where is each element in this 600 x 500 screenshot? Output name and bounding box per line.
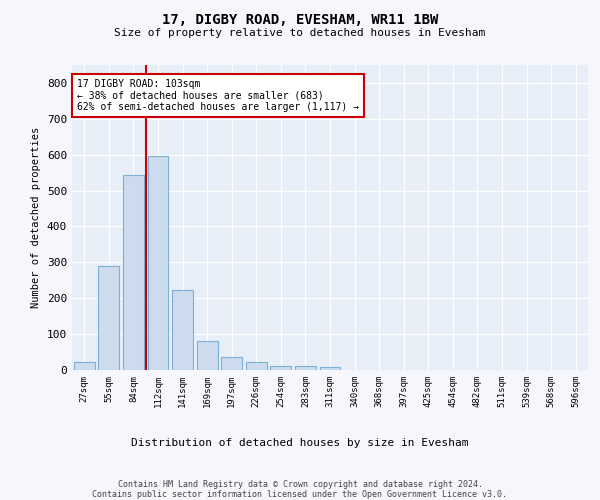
Text: Distribution of detached houses by size in Evesham: Distribution of detached houses by size … [131,438,469,448]
Bar [123,175,144,370]
Bar [74,362,95,370]
Text: 17 DIGBY ROAD: 103sqm
← 38% of detached houses are smaller (683)
62% of semi-det: 17 DIGBY ROAD: 103sqm ← 38% of detached … [77,78,359,112]
Bar [221,358,242,370]
Text: Size of property relative to detached houses in Evesham: Size of property relative to detached ho… [115,28,485,38]
Bar [98,266,119,370]
Bar [197,342,218,370]
Text: 17, DIGBY ROAD, EVESHAM, WR11 1BW: 17, DIGBY ROAD, EVESHAM, WR11 1BW [162,12,438,26]
Bar [172,290,193,370]
Y-axis label: Number of detached properties: Number of detached properties [31,127,41,308]
Bar [295,366,316,370]
Bar [148,156,169,370]
Bar [246,362,267,370]
Text: Contains HM Land Registry data © Crown copyright and database right 2024.
Contai: Contains HM Land Registry data © Crown c… [92,480,508,500]
Bar [271,366,292,370]
Bar [320,368,340,370]
